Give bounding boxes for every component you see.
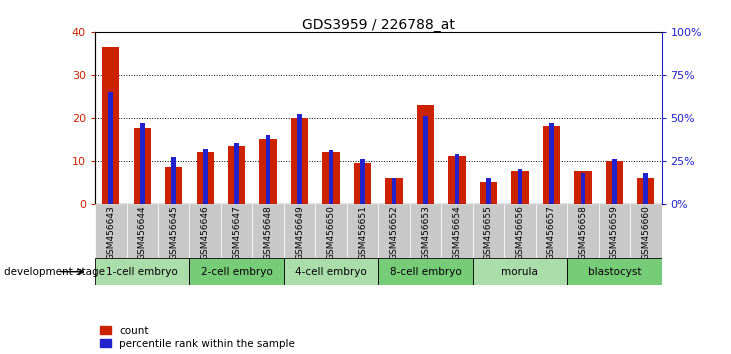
Text: GDS3959 / 226788_at: GDS3959 / 226788_at	[302, 18, 455, 32]
Bar	[140, 123, 145, 204]
Text: 4-cell embryo: 4-cell embryo	[295, 267, 367, 277]
Bar	[252, 204, 284, 258]
Bar	[473, 258, 567, 285]
Bar	[284, 204, 315, 258]
Text: GSM456656: GSM456656	[515, 205, 524, 260]
Text: GSM456655: GSM456655	[484, 205, 493, 260]
Bar	[171, 157, 176, 204]
Bar	[165, 167, 182, 204]
Text: GSM456645: GSM456645	[169, 205, 178, 260]
Text: GSM456660: GSM456660	[641, 205, 651, 260]
Bar	[379, 258, 473, 285]
Bar	[392, 178, 396, 204]
Bar	[95, 258, 189, 285]
Bar	[448, 156, 466, 204]
Bar	[455, 154, 459, 204]
Legend: count, percentile rank within the sample: count, percentile rank within the sample	[100, 326, 295, 349]
Text: GSM456648: GSM456648	[264, 205, 273, 260]
Bar	[567, 204, 599, 258]
Bar	[486, 178, 491, 204]
Bar	[158, 204, 189, 258]
Bar	[197, 152, 214, 204]
Bar	[189, 258, 284, 285]
Bar	[221, 204, 252, 258]
Bar	[630, 204, 662, 258]
Bar	[442, 204, 473, 258]
Bar	[511, 171, 529, 204]
Bar	[473, 204, 504, 258]
Bar	[580, 173, 586, 204]
Bar	[189, 204, 221, 258]
Text: 1-cell embryo: 1-cell embryo	[107, 267, 178, 277]
Text: GSM456650: GSM456650	[327, 205, 336, 260]
Bar	[518, 169, 522, 204]
Bar	[536, 204, 567, 258]
Text: GSM456649: GSM456649	[295, 205, 304, 260]
Text: GSM456651: GSM456651	[358, 205, 367, 260]
Text: GSM456653: GSM456653	[421, 205, 430, 260]
Bar	[612, 159, 617, 204]
Bar	[329, 150, 333, 204]
Bar	[235, 143, 239, 204]
Bar	[228, 145, 246, 204]
Bar	[504, 204, 536, 258]
Text: 2-cell embryo: 2-cell embryo	[201, 267, 273, 277]
Bar	[410, 204, 442, 258]
Bar	[298, 114, 302, 204]
Bar	[360, 159, 365, 204]
Bar	[417, 105, 434, 204]
Bar	[108, 92, 113, 204]
Bar	[637, 178, 654, 204]
Bar	[134, 129, 151, 204]
Text: GSM456643: GSM456643	[106, 205, 115, 260]
Text: development stage: development stage	[4, 267, 105, 277]
Bar	[346, 204, 379, 258]
Bar	[575, 171, 591, 204]
Bar	[423, 116, 428, 204]
Bar	[95, 204, 126, 258]
Text: 8-cell embryo: 8-cell embryo	[390, 267, 461, 277]
Text: morula: morula	[501, 267, 538, 277]
Bar	[567, 258, 662, 285]
Bar	[102, 47, 119, 204]
Text: GSM456657: GSM456657	[547, 205, 556, 260]
Bar	[322, 152, 340, 204]
Bar	[549, 123, 554, 204]
Bar	[480, 182, 497, 204]
Bar	[354, 163, 371, 204]
Text: GSM456654: GSM456654	[452, 205, 461, 260]
Bar	[284, 258, 379, 285]
Bar	[606, 161, 623, 204]
Text: GSM456646: GSM456646	[201, 205, 210, 260]
Bar	[202, 149, 208, 204]
Bar	[266, 135, 270, 204]
Bar	[542, 126, 560, 204]
Text: GSM456658: GSM456658	[578, 205, 588, 260]
Bar	[599, 204, 630, 258]
Text: GSM456652: GSM456652	[390, 205, 398, 260]
Text: GSM456659: GSM456659	[610, 205, 619, 260]
Text: blastocyst: blastocyst	[588, 267, 641, 277]
Bar	[315, 204, 346, 258]
Bar	[291, 118, 308, 204]
Bar	[260, 139, 277, 204]
Text: GSM456647: GSM456647	[232, 205, 241, 260]
Text: GSM456644: GSM456644	[137, 205, 147, 260]
Bar	[643, 173, 648, 204]
Bar	[379, 204, 410, 258]
Bar	[385, 178, 403, 204]
Bar	[126, 204, 158, 258]
